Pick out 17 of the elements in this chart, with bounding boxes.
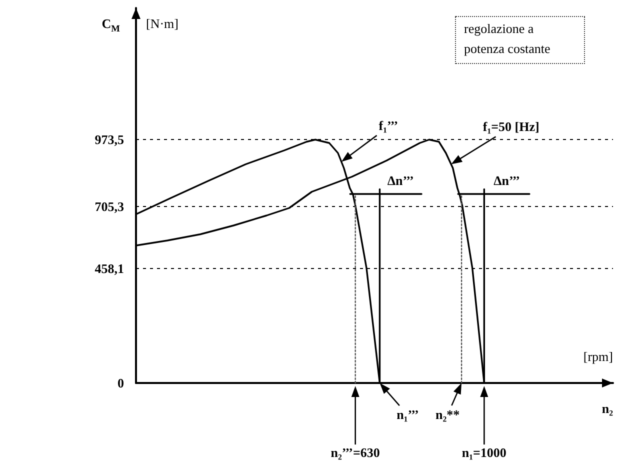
y-tick-label: 0: [118, 376, 124, 390]
annotation: f₁=50 [Hz]: [482, 118, 540, 135]
annotation: [rpm]: [583, 348, 613, 364]
x-tick-label: n₁=1000: [462, 444, 506, 460]
x-tick-label: n₂’’’=630: [330, 444, 380, 460]
annotation: Δn’’’: [387, 172, 414, 188]
y-axis-title: C$_{M}$: [102, 16, 120, 34]
annotation: Δn’’’: [494, 172, 520, 188]
annotation: n₂**: [435, 406, 460, 422]
x-axis-title: n₂: [602, 400, 613, 416]
annotation: [N·m]: [146, 16, 178, 32]
y-tick-label: 705,3: [94, 199, 124, 214]
annotation: f₁’’’: [378, 118, 398, 134]
annotation: n₁’’’: [396, 406, 419, 422]
y-tick-label: 458,1: [94, 260, 124, 276]
y-tick-label: 973,5: [94, 132, 124, 148]
annotation: regolazione a potenza costante: [464, 20, 552, 58]
